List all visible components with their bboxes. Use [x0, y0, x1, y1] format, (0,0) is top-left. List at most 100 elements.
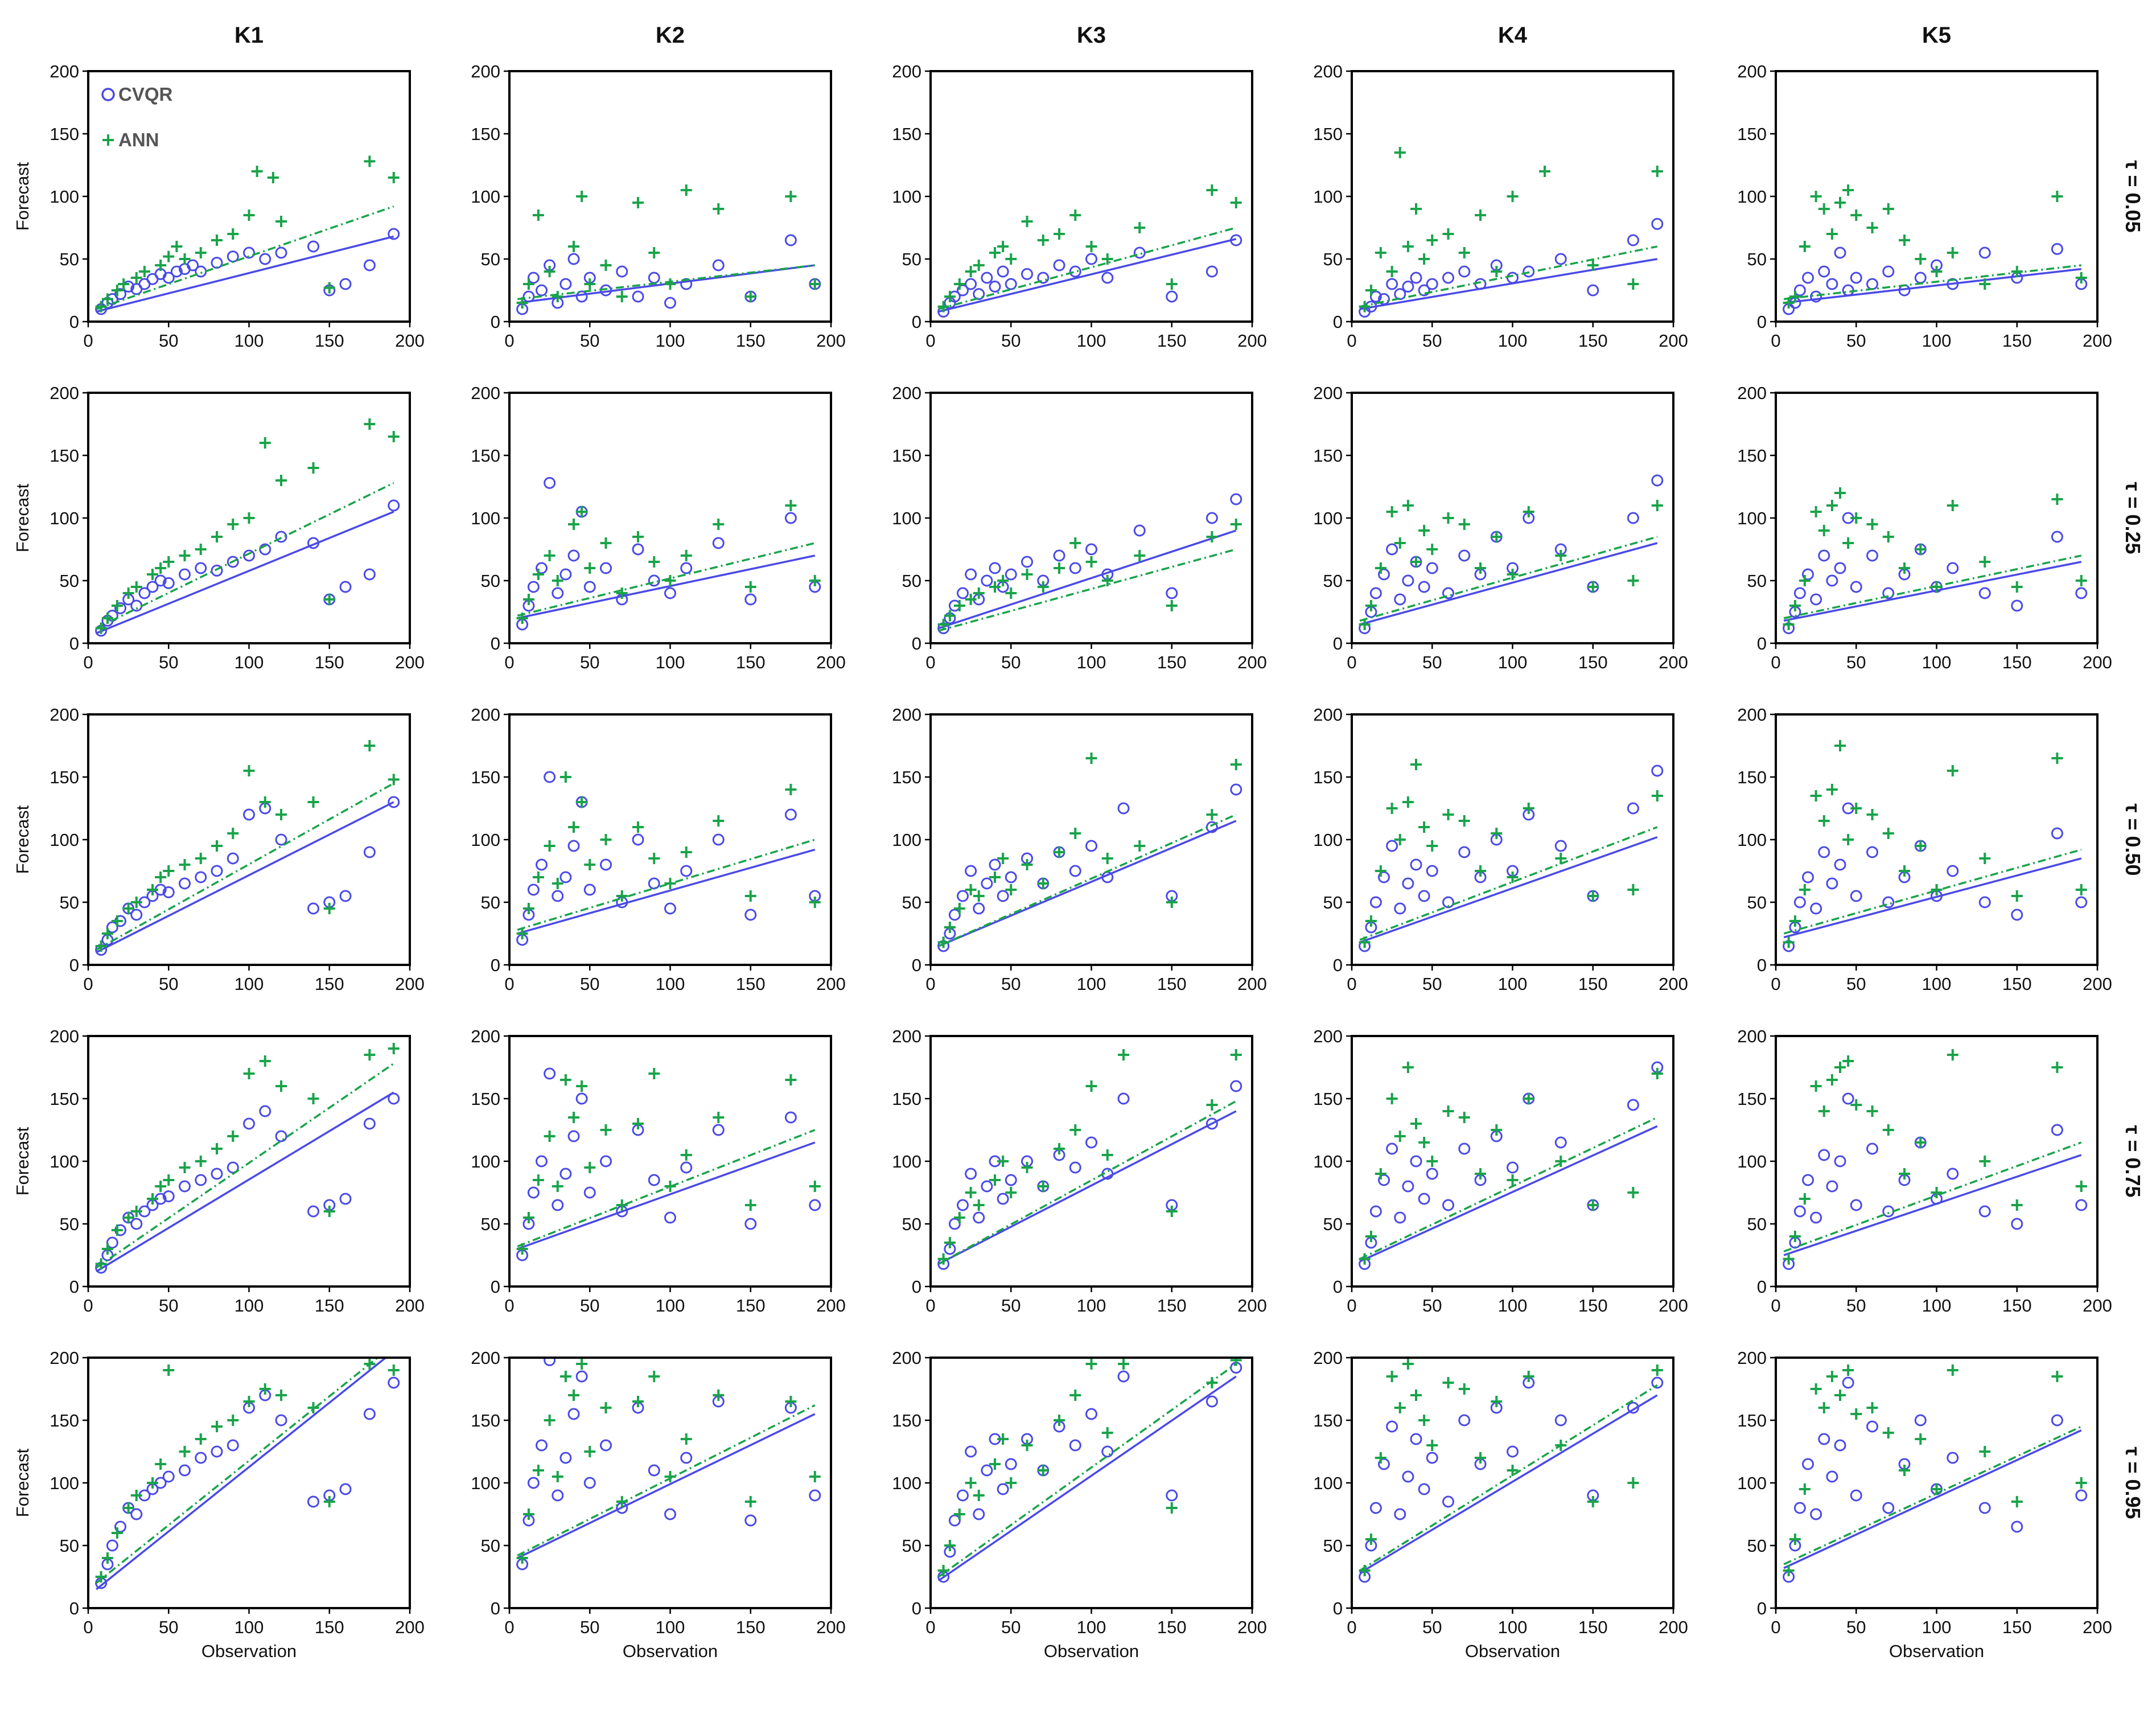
cvqr-point [363, 846, 376, 858]
ann-point [532, 1174, 544, 1186]
cvqr-point [1834, 1155, 1846, 1168]
y-tick-label: 50 [60, 571, 79, 591]
cvqr-point [965, 865, 977, 877]
cvqr-point [784, 234, 797, 246]
ann-point [785, 1396, 797, 1407]
ann-point [1037, 878, 1049, 889]
y-tick-label: 50 [1747, 1214, 1767, 1234]
cvqr-point [146, 581, 159, 593]
ann-point [275, 216, 287, 227]
y-axis-title: Forecast [13, 1127, 32, 1195]
ann-point [785, 784, 797, 795]
x-tick-label: 0 [1347, 1296, 1356, 1316]
ann-point [122, 1212, 134, 1223]
x-tick-label: 0 [504, 974, 514, 994]
y-tick-label: 50 [60, 893, 79, 913]
cvqr-point [989, 562, 1001, 574]
y-tick-label: 200 [50, 705, 79, 725]
ann-point [227, 1415, 239, 1426]
cvqr-point [583, 581, 596, 593]
ann-point [522, 278, 534, 290]
ann-point [937, 936, 949, 948]
ann-point [1979, 556, 1991, 568]
x-tick-label: 150 [1157, 652, 1187, 672]
cvqr-point [1882, 587, 1895, 599]
ann-point [1826, 1371, 1838, 1382]
ann-point [1789, 600, 1801, 611]
x-tick-label: 100 [234, 652, 264, 672]
cvqr-trend-line [1783, 1154, 2082, 1256]
ann-point [973, 260, 985, 271]
cvqr-point [1554, 1414, 1567, 1427]
cvqr-point [1850, 1489, 1862, 1502]
cvqr-point [948, 1218, 961, 1230]
cvqr-point [2051, 242, 2063, 255]
y-tick-label: 150 [892, 1411, 921, 1431]
cvqr-point [1386, 1420, 1398, 1433]
ann-point [1426, 1440, 1438, 1451]
ann-point [179, 859, 191, 870]
cvqr-point [2011, 599, 2023, 612]
cvqr-point [1402, 1180, 1414, 1193]
cvqr-point [1418, 581, 1430, 593]
y-tick-label: 200 [892, 383, 921, 403]
ann-point [101, 928, 113, 939]
x-tick-label: 50 [1846, 331, 1866, 351]
y-tick-label: 0 [69, 1277, 79, 1297]
ann-point [2051, 1371, 2063, 1382]
ann-point [1402, 796, 1414, 808]
cvqr-trend-line [517, 1141, 816, 1250]
cvqr-trend-line [1359, 1394, 1658, 1574]
ann-point [944, 610, 956, 622]
cvqr-point [1947, 1168, 1959, 1180]
panel-frame-k2-r4 [508, 1035, 832, 1288]
ann-point [1101, 1427, 1113, 1438]
cvqr-point [1053, 259, 1065, 272]
cvqr-point [1627, 234, 1639, 246]
panel-frame-k1-r1 [87, 70, 411, 323]
ann-point [1365, 915, 1377, 927]
ann-point [953, 600, 965, 611]
x-tick-label: 200 [1659, 1296, 1688, 1316]
cvqr-point [981, 1464, 993, 1477]
ann-point [364, 418, 376, 430]
ann-point [2051, 753, 2063, 764]
panel-frame-k4-r2 [1351, 392, 1674, 644]
cvqr-point [2051, 531, 2063, 543]
ann-point [568, 1112, 579, 1123]
cvqr-point [1834, 246, 1846, 259]
cvqr-point [1418, 1193, 1430, 1205]
ann-point [522, 594, 534, 605]
ann-point [516, 928, 528, 939]
y-tick-label: 150 [50, 124, 79, 144]
ann-point [1842, 1055, 1854, 1067]
cvqr-point [243, 808, 255, 821]
ann-point [147, 1193, 158, 1205]
ann-point [251, 166, 263, 177]
cvqr-point [648, 877, 660, 890]
cvqr-point [1842, 284, 1854, 297]
cvqr-point [744, 1218, 757, 1230]
cvqr-point [130, 1218, 143, 1230]
ann-point [1375, 1452, 1386, 1464]
ann-point [1899, 562, 1910, 574]
x-tick-label: 150 [2002, 1296, 2032, 1316]
ann-point [1834, 487, 1846, 499]
panel-frame-k5-r2 [1775, 392, 2099, 644]
cvqr-point [1053, 549, 1065, 562]
cvqr-point [600, 562, 612, 574]
ann-point [1410, 759, 1422, 770]
x-tick-label: 0 [1771, 652, 1780, 672]
y-tick-label: 150 [1313, 1411, 1343, 1431]
ann-point [111, 915, 123, 927]
y-tick-label: 100 [1737, 508, 1767, 528]
x-tick-label: 0 [83, 331, 93, 351]
panel-frame-k4-r5 [1351, 1357, 1674, 1609]
cvqr-point [1587, 284, 1599, 297]
panel-frame-k5-r4 [1775, 1035, 2099, 1288]
ann-point [1523, 506, 1534, 517]
x-tick-label: 100 [1922, 1617, 1952, 1637]
ann-point [1587, 1199, 1599, 1211]
ann-point [713, 1390, 725, 1401]
panel-frame-k3-r5 [929, 1357, 1253, 1609]
